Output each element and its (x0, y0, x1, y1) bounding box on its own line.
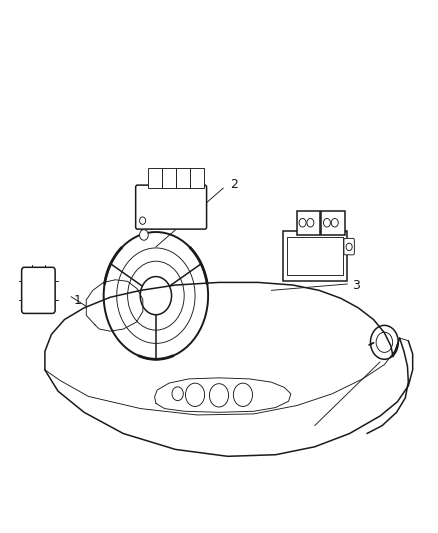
FancyBboxPatch shape (162, 167, 176, 188)
Circle shape (140, 230, 148, 240)
FancyBboxPatch shape (190, 167, 204, 188)
FancyBboxPatch shape (321, 211, 345, 235)
Text: 3: 3 (352, 279, 360, 292)
FancyBboxPatch shape (136, 185, 207, 229)
FancyBboxPatch shape (148, 167, 162, 188)
FancyBboxPatch shape (287, 237, 343, 275)
FancyBboxPatch shape (283, 231, 347, 280)
FancyBboxPatch shape (176, 167, 190, 188)
FancyBboxPatch shape (21, 267, 55, 313)
Text: 1: 1 (74, 294, 81, 308)
Text: 2: 2 (230, 178, 238, 191)
FancyBboxPatch shape (297, 211, 321, 235)
FancyBboxPatch shape (344, 238, 354, 255)
